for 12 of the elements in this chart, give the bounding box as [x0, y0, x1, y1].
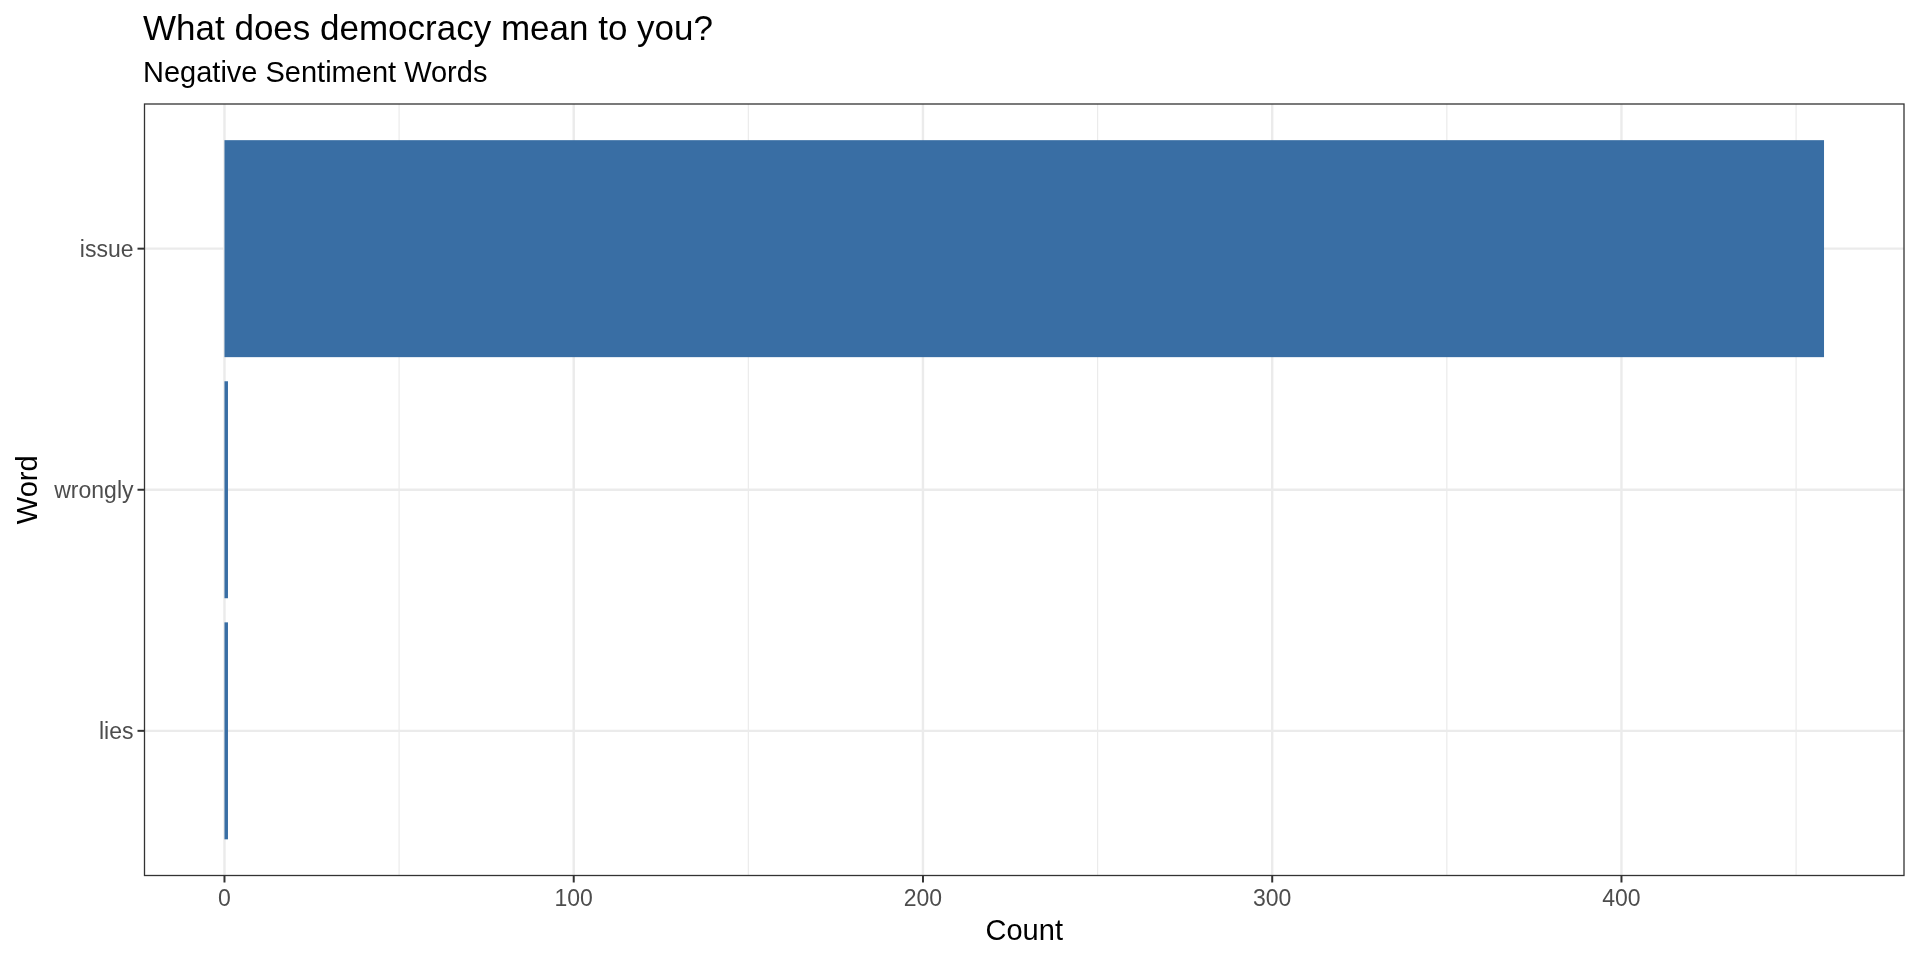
x-tick-label: 200	[903, 884, 943, 911]
x-tick-label: 300	[1253, 884, 1292, 911]
y-tick-label: lies	[98, 717, 134, 744]
chart-subtitle: Negative Sentiment Words	[143, 56, 488, 88]
x-tick-label: 0	[218, 884, 231, 911]
y-tick-label: wrongly	[53, 476, 134, 503]
y-axis-title: Word	[11, 455, 43, 525]
x-axis-title: Count	[985, 914, 1063, 946]
x-tick-label: 400	[1602, 884, 1641, 911]
y-tick-label: issue	[79, 235, 134, 262]
chart-title: What does democracy mean to you?	[143, 8, 714, 47]
x-tick-label: 100	[554, 884, 593, 911]
